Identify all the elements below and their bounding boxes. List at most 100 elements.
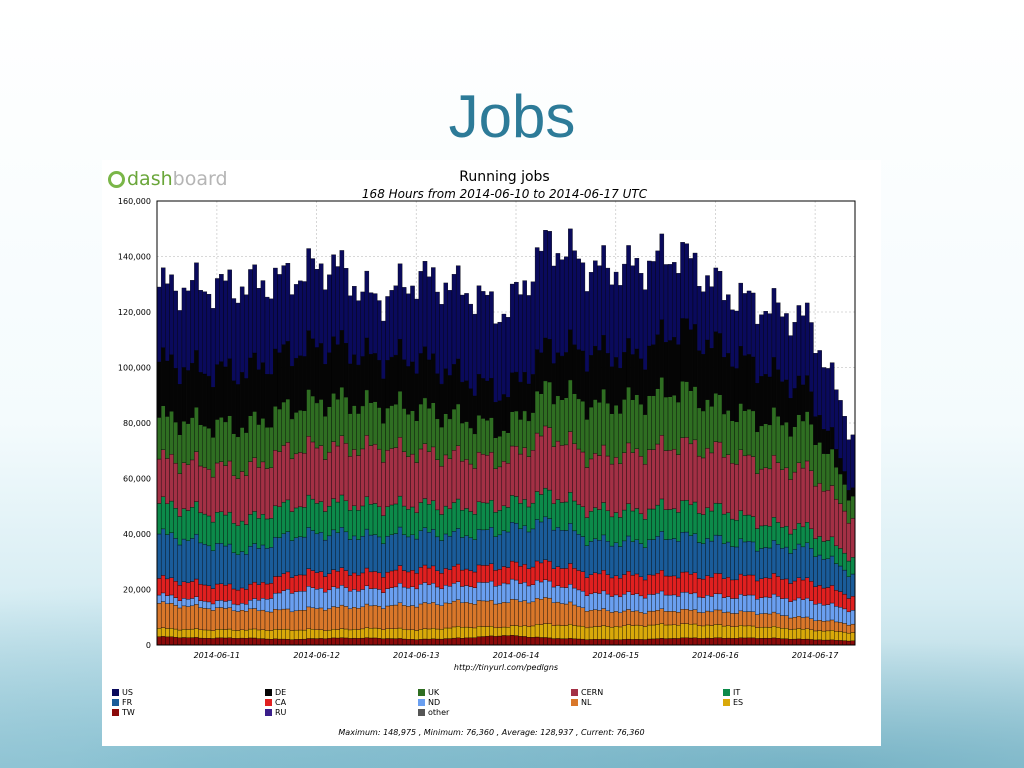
bar-segment-it (252, 511, 257, 544)
bar-segment-de (389, 356, 394, 406)
bar-segment-us (185, 290, 191, 371)
bar-segment-us (347, 295, 353, 365)
bar-segment-cern (838, 503, 843, 549)
bar-segment-nl (160, 601, 166, 628)
bar-segment-es (505, 627, 511, 636)
bar-segment-fr (663, 539, 669, 577)
bar-segment-es (555, 624, 561, 639)
bar-segment-it (821, 541, 827, 560)
bar-segment-de (738, 346, 743, 404)
bar-segment-us (821, 367, 827, 430)
bar-segment-tw (817, 639, 822, 646)
bar-segment-uk (551, 403, 557, 447)
bar-segment-nd (314, 589, 320, 609)
bar-segment-cern (339, 435, 345, 496)
bar-segment-nl (825, 620, 831, 632)
bar-segment-it (493, 512, 498, 537)
bar-segment-cern (709, 452, 714, 512)
bar-segment-nd (269, 598, 274, 613)
bar-segment-de (293, 358, 299, 413)
bar-segment-us (684, 243, 689, 319)
bar-segment-us (306, 248, 311, 331)
bar-segment-uk (248, 415, 253, 462)
bar-segment-de (335, 344, 340, 400)
bar-segment-cern (231, 475, 237, 524)
bar-segment-uk (568, 379, 573, 432)
bar-segment-it (223, 514, 228, 547)
bar-segment-tw (784, 638, 789, 646)
bar-segment-fr (426, 532, 432, 569)
bar-segment-us (210, 308, 216, 388)
bar-segment-it (194, 501, 199, 535)
bar-segment-es (464, 626, 469, 639)
bar-segment-nl (165, 603, 170, 629)
bar-segment-tw (838, 640, 843, 646)
bar-segment-cern (796, 462, 802, 524)
bar-segment-ca (788, 583, 793, 602)
bar-segment-de (285, 341, 291, 400)
bar-segment-it (721, 513, 727, 544)
bar-segment-cern (389, 448, 394, 506)
bar-segment-uk (580, 401, 586, 453)
bar-segment-ca (227, 583, 232, 601)
bar-segment-tw (239, 637, 245, 646)
bar-segment-de (323, 364, 328, 417)
bar-segment-nd (850, 610, 856, 625)
bar-segment-us (730, 309, 735, 367)
legend-swatch (418, 709, 425, 716)
bar-segment-ca (489, 563, 494, 582)
bar-segment-de (638, 358, 644, 405)
bar-segment-nd (842, 608, 847, 624)
bar-segment-uk (468, 427, 473, 465)
bar-segment-ca (713, 573, 719, 594)
bar-segment-fr (530, 528, 536, 568)
bar-segment-ca (838, 591, 843, 608)
bar-segment-nl (559, 603, 565, 626)
bar-segment-it (335, 501, 340, 533)
bar-segment-it (397, 495, 403, 528)
bar-segment-nd (260, 598, 266, 611)
bar-segment-fr (306, 527, 311, 569)
bar-segment-nd (169, 594, 174, 604)
bar-segment-es (476, 626, 482, 637)
bar-segment-nd (829, 602, 835, 621)
bar-segment-ca (360, 572, 365, 590)
bar-segment-es (406, 629, 411, 640)
bar-segment-es (401, 629, 407, 640)
bar-segment-es (846, 632, 852, 642)
bar-segment-de (829, 427, 835, 450)
bar-segment-fr (443, 533, 449, 569)
bar-segment-us (609, 284, 615, 367)
bar-segment-tw (609, 639, 615, 646)
bar-segment-us (414, 298, 419, 374)
bar-segment-ca (302, 574, 307, 592)
bar-segment-tw (335, 637, 340, 646)
bar-segment-es (281, 629, 286, 640)
bar-segment-us (406, 293, 411, 367)
bar-segment-fr (343, 531, 349, 571)
bar-segment-nd (393, 586, 399, 606)
legend-swatch (723, 689, 730, 696)
bar-segment-us (318, 263, 324, 344)
bar-segment-es (285, 628, 291, 640)
bar-segment-cern (563, 444, 569, 503)
bar-segment-cern (169, 454, 174, 502)
bar-segment-it (306, 494, 311, 528)
bar-segment-fr (385, 536, 390, 573)
bar-segment-de (418, 353, 424, 405)
bar-segment-fr (381, 543, 386, 578)
bar-segment-tw (746, 637, 752, 646)
bar-segment-tw (559, 638, 565, 646)
bar-segment-nl (277, 609, 282, 630)
bar-segment-fr (489, 527, 494, 564)
bar-segment-fr (339, 527, 345, 568)
bar-segment-nd (609, 596, 615, 613)
bar-segment-ca (219, 583, 224, 601)
bar-segment-uk (692, 386, 698, 441)
bar-segment-us (460, 294, 465, 383)
bar-segment-us (289, 294, 295, 367)
bar-segment-us (214, 278, 220, 365)
bar-segment-uk (360, 405, 365, 450)
bar-segment-es (543, 623, 548, 638)
bar-segment-nd (464, 585, 469, 603)
